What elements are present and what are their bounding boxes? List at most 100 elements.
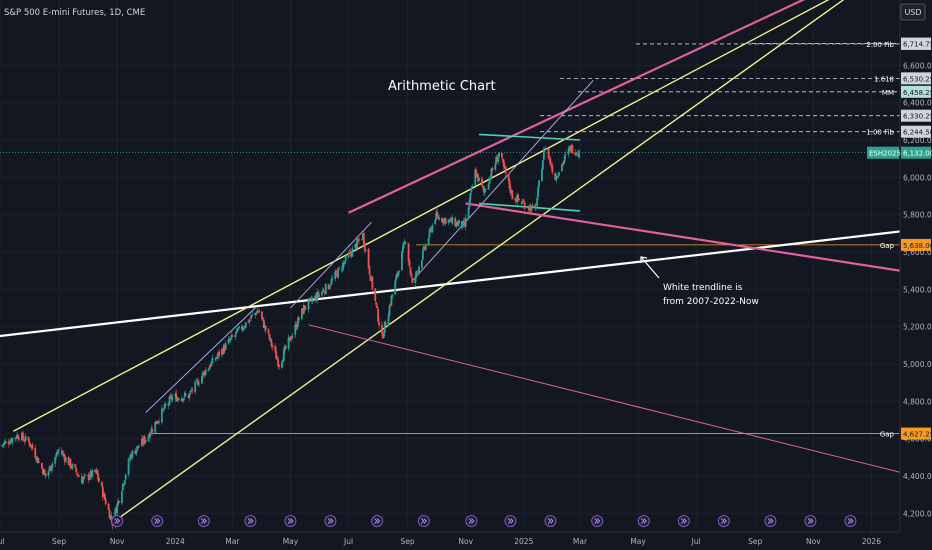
candle-body [528,205,531,211]
candle-body [523,202,526,209]
candle-body [194,381,197,393]
candle-body [224,343,227,350]
candle-body [462,220,465,222]
candle-body [356,239,359,249]
grid [0,0,900,532]
candle-body [142,437,145,444]
candle-body [108,510,111,519]
candle-body [49,465,52,471]
candle-body [423,247,426,249]
candle-body [244,322,247,328]
candle-body [27,437,30,442]
candle-body [558,172,560,176]
candle-body [416,271,419,273]
candle-body [442,218,445,224]
candle-body [141,438,144,444]
candle-body [510,190,513,194]
candle-body [309,297,312,299]
candle-body [381,324,383,334]
price-tick-label: 5,600.00 [903,248,932,257]
candle-body [364,249,367,251]
candle-body [491,168,494,171]
candle-body [501,158,504,162]
level-label: 1.00 Fib [866,129,894,137]
candle-body [176,397,179,402]
candle-body [311,299,314,302]
candle-body [484,189,487,191]
candle-body [256,310,259,314]
candle-body [21,433,23,441]
candle-body [457,222,459,226]
candle-body [41,462,43,469]
candle-body [377,308,379,322]
candle-body [307,299,310,310]
candle-body [51,463,54,469]
candle-body [121,491,123,504]
candle-body [277,359,279,367]
candle-body [216,356,219,359]
candle-body [517,194,519,200]
candle-body [131,450,134,458]
candle-body [524,206,527,208]
candle-body [130,454,133,459]
candle-body [50,467,53,472]
candle-body [404,242,407,244]
candle-body [208,366,211,370]
candle-body [28,441,31,446]
event-marker-glyph [847,518,854,524]
candle-body [454,218,457,227]
candle-body [561,163,564,165]
candle-body [354,243,357,248]
candle-body [64,457,67,463]
candle-body [411,278,414,283]
candle-body [476,174,479,177]
event-marker-glyph [807,518,814,524]
price-axis[interactable]: 4,200.004,400.004,600.004,800.005,000.00… [867,0,932,550]
candle-body [464,217,467,227]
candle-body [174,394,177,397]
candle-body [162,408,165,410]
candle-body [429,228,432,230]
candle-body [104,499,107,505]
price-tick-label: 4,800.00 [903,397,932,406]
level-label: 1.618 [874,75,894,83]
candle-body [202,371,205,374]
candle-body [443,218,446,221]
candle-body [122,484,125,485]
time-tick-label: Mar [225,537,240,546]
candle-body [221,349,224,354]
time-tick-label: Jul [0,537,5,546]
event-marker-glyph [594,518,601,524]
candle-body [414,277,417,284]
annotation-arrow [640,256,660,279]
candle-body [163,403,166,409]
candle-body [134,450,137,454]
candle-body [310,298,313,301]
candle-body [321,289,324,292]
candle-body [514,198,517,201]
candle-body [390,296,393,306]
candle-body [89,471,92,478]
candle-body [515,200,518,203]
candle-body [281,359,284,362]
candle-body [327,284,330,290]
candle-body [90,471,93,477]
candle-body [171,396,174,400]
candle-body [101,482,103,487]
candle-body [58,449,60,451]
candle-body [61,453,64,455]
event-marker-glyph [114,518,121,524]
time-axis[interactable]: Jul Sep Nov 2024 Mar May Jul Sep Nov 2025 Mar May Ju… [0,531,932,550]
trendline-pink [348,0,806,214]
candle-body [421,260,423,268]
candle-body [568,146,571,150]
candle-body [207,368,210,371]
time-tick-label: Jul [691,537,701,546]
candle-body [507,174,510,181]
trend-note-line2: from 2007-2022-Now [663,297,759,307]
candle-body [314,295,317,301]
time-tick-label: 2024 [166,537,185,546]
currency-button[interactable] [900,3,926,21]
candle-body [294,324,297,335]
